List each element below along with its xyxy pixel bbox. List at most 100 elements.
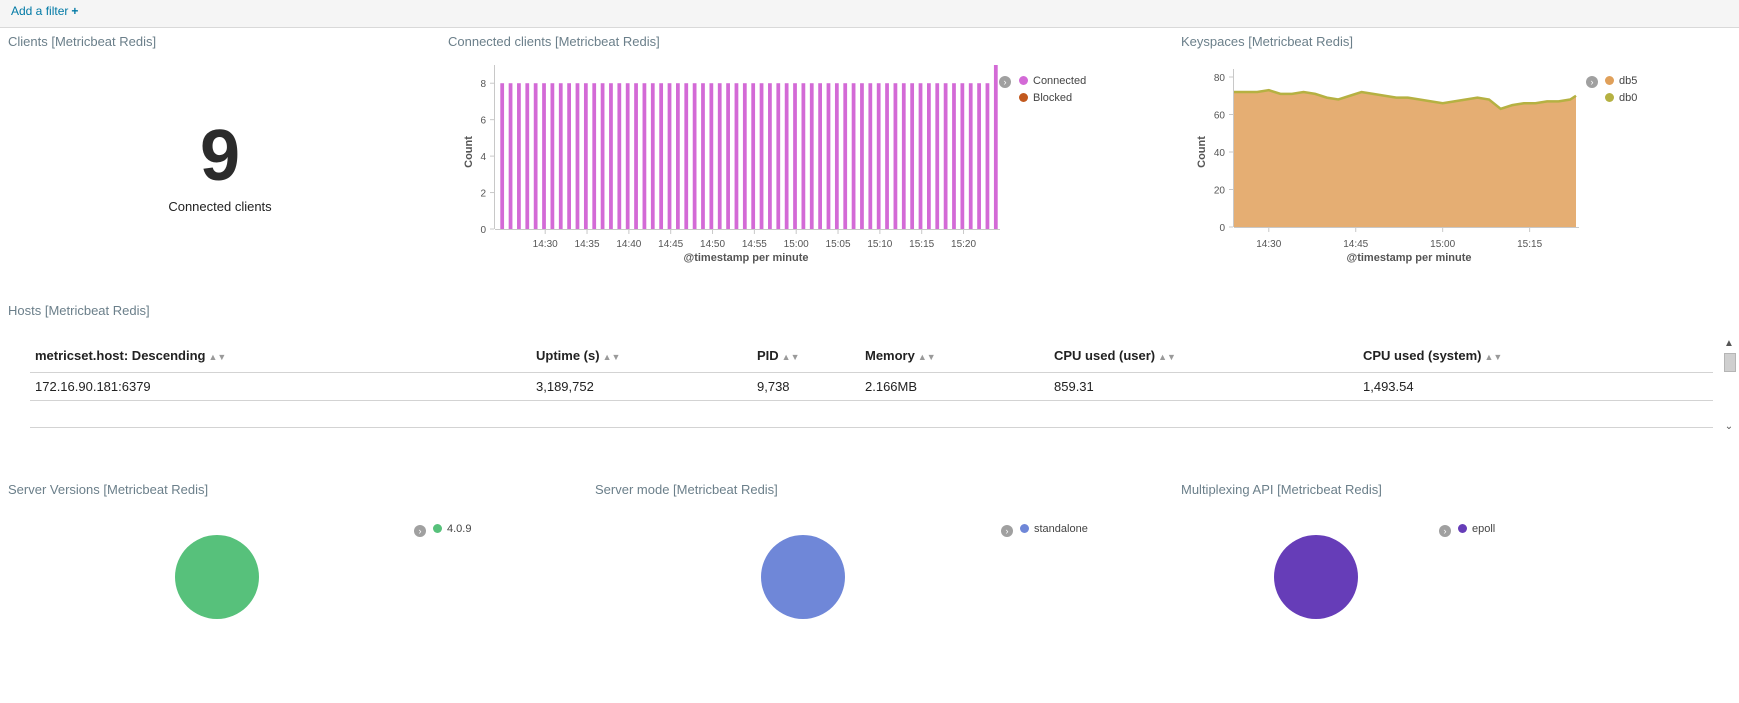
column-header-cpu-user[interactable]: CPU used (user) ▲▼ bbox=[1049, 339, 1358, 373]
connected-clients-legend-toggle-icon[interactable]: › bbox=[999, 76, 1011, 88]
legend-item-db0[interactable]: db0 bbox=[1605, 89, 1637, 106]
bar-connected bbox=[726, 83, 730, 229]
x-tick-label: 14:45 bbox=[1343, 239, 1368, 250]
keyspaces-chart: 0 20 40 60 80 14:30 14:45 15:00 15:15 Count @ti… bbox=[1196, 69, 1579, 264]
bar-connected bbox=[583, 83, 588, 229]
bar-connected bbox=[625, 83, 630, 229]
multiplexing-api-panel-title: Multiplexing API [Metricbeat Redis] bbox=[1181, 482, 1382, 497]
bar-connected bbox=[667, 83, 672, 229]
bar-connected bbox=[901, 83, 906, 229]
x-tick-label: 14:40 bbox=[616, 239, 641, 250]
x-tick-label: 14:45 bbox=[658, 239, 683, 250]
legend-item-blocked[interactable]: Blocked bbox=[1019, 89, 1086, 106]
keyspaces-ylabel: Count bbox=[1196, 136, 1208, 168]
bar-connected bbox=[918, 83, 923, 229]
column-header-uptime[interactable]: Uptime (s) ▲▼ bbox=[531, 339, 752, 373]
cell-host: 172.16.90.181:6379 bbox=[30, 372, 531, 401]
server-mode-legend: standalone bbox=[1020, 520, 1088, 537]
y-tick-label: 20 bbox=[1214, 186, 1226, 197]
scroll-thumb[interactable] bbox=[1724, 353, 1736, 372]
x-tick-label: 14:30 bbox=[1256, 239, 1281, 250]
table-row: 172.16.90.181:6379 3,189,752 9,738 2.166… bbox=[30, 372, 1713, 401]
server-mode-legend-toggle-icon[interactable]: › bbox=[1001, 525, 1013, 537]
y-tick-label: 0 bbox=[480, 225, 486, 236]
clients-panel-title: Clients [Metricbeat Redis] bbox=[8, 34, 157, 49]
keyspaces-legend: db5 db0 bbox=[1605, 72, 1637, 106]
sort-icon[interactable]: ▲▼ bbox=[1484, 352, 1503, 362]
server-versions-legend-toggle-icon[interactable]: › bbox=[414, 525, 426, 537]
bar-connected bbox=[818, 83, 822, 229]
scroll-up-icon[interactable]: ▲ bbox=[1724, 338, 1734, 349]
y-tick-label: 40 bbox=[1214, 148, 1226, 159]
column-header-cpu-system[interactable]: CPU used (system) ▲▼ bbox=[1358, 339, 1713, 373]
legend-item-epoll[interactable]: epoll bbox=[1458, 520, 1495, 537]
connected-clients-legend: Connected Blocked bbox=[1019, 72, 1086, 106]
hosts-table: metricset.host: Descending ▲▼ Uptime (s) ▲… bbox=[30, 339, 1713, 428]
pie-slice-standalone[interactable] bbox=[761, 535, 845, 619]
legend-item-connected[interactable]: Connected bbox=[1019, 72, 1086, 89]
legend-dot-icon bbox=[1020, 524, 1029, 533]
bar-connected bbox=[759, 83, 764, 229]
bar-connected bbox=[801, 83, 806, 229]
multiplexing-api-pie bbox=[1274, 535, 1358, 619]
bar-connected bbox=[809, 83, 814, 229]
connected-clients-panel-title: Connected clients [Metricbeat Redis] bbox=[448, 34, 660, 49]
area-db5 bbox=[1234, 90, 1576, 227]
bar-connected bbox=[826, 83, 831, 229]
keyspaces-legend-toggle-icon[interactable]: › bbox=[1586, 76, 1598, 88]
scroll-down-icon[interactable]: ⌄ bbox=[1724, 421, 1734, 432]
add-filter-label: Add a filter bbox=[11, 4, 69, 18]
y-tick-label: 4 bbox=[480, 152, 486, 163]
legend-item-4-0-9[interactable]: 4.0.9 bbox=[433, 520, 471, 537]
column-header-memory[interactable]: Memory ▲▼ bbox=[860, 339, 1049, 373]
add-filter-button[interactable]: Add a filter + bbox=[11, 4, 78, 18]
hosts-scrollbar[interactable]: ▲ ⌄ bbox=[1722, 338, 1736, 435]
column-header-pid[interactable]: PID ▲▼ bbox=[752, 339, 860, 373]
legend-item-standalone[interactable]: standalone bbox=[1020, 520, 1088, 537]
multiplexing-api-legend-toggle-icon[interactable]: › bbox=[1439, 525, 1451, 537]
clients-metric-value: 9 bbox=[199, 116, 241, 196]
sort-icon[interactable]: ▲▼ bbox=[1158, 352, 1176, 362]
bar-connected bbox=[985, 83, 990, 229]
bar-connected bbox=[575, 83, 580, 229]
bar-connected bbox=[742, 83, 747, 229]
server-versions-panel-title: Server Versions [Metricbeat Redis] bbox=[8, 482, 209, 497]
legend-dot-icon bbox=[1605, 93, 1614, 102]
sort-icon[interactable]: ▲▼ bbox=[781, 352, 800, 362]
bar-connected bbox=[525, 83, 530, 229]
x-tick-label: 14:30 bbox=[533, 239, 558, 250]
sort-icon[interactable]: ▲▼ bbox=[208, 352, 227, 362]
bar-connected bbox=[834, 83, 839, 229]
legend-label: db0 bbox=[1619, 91, 1638, 104]
bar-connected bbox=[642, 83, 647, 229]
bar-connected bbox=[550, 83, 555, 229]
pie-slice-epoll[interactable] bbox=[1274, 535, 1358, 619]
bar-connected bbox=[876, 83, 881, 229]
pie-slice-4-0-9[interactable] bbox=[175, 535, 259, 619]
bar-connected bbox=[893, 83, 898, 229]
sort-icon[interactable]: ▲▼ bbox=[917, 352, 936, 362]
bar-connected bbox=[843, 83, 848, 229]
sort-icon[interactable]: ▲▼ bbox=[602, 352, 621, 362]
y-tick-label: 60 bbox=[1214, 111, 1226, 122]
bar-connected bbox=[784, 83, 789, 229]
cell-cpu-system: 1,493.54 bbox=[1358, 372, 1713, 401]
x-tick-label: 15:15 bbox=[1517, 239, 1542, 250]
bar-connected bbox=[776, 83, 781, 229]
bar-connected bbox=[650, 83, 655, 229]
bar-connected bbox=[993, 65, 998, 229]
legend-dot-icon bbox=[1458, 524, 1467, 533]
column-header-host[interactable]: metricset.host: Descending ▲▼ bbox=[30, 339, 531, 373]
bar-connected bbox=[567, 83, 571, 229]
legend-label: db5 bbox=[1619, 74, 1638, 87]
bar-connected bbox=[960, 83, 965, 229]
legend-item-db5[interactable]: db5 bbox=[1605, 72, 1637, 89]
legend-dot-icon bbox=[1019, 93, 1028, 102]
bar-connected bbox=[977, 83, 981, 229]
legend-dot-icon bbox=[1019, 76, 1028, 85]
cell-pid: 9,738 bbox=[752, 372, 860, 401]
bar-connected bbox=[768, 83, 772, 229]
bar-connected bbox=[734, 83, 739, 229]
filter-bar: Add a filter + bbox=[0, 0, 1739, 28]
clients-metric-label: Connected clients bbox=[168, 199, 272, 214]
